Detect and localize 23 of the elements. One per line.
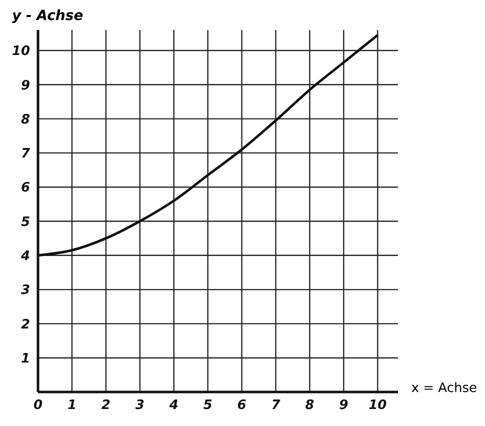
x-tick-label: 3 bbox=[135, 398, 144, 414]
y-tick-label: 4 bbox=[20, 249, 30, 264]
y-tick-label: 1 bbox=[20, 351, 30, 366]
x-tick-label: 8 bbox=[305, 398, 314, 414]
x-tick-label: 10 bbox=[368, 398, 387, 414]
y-tick-label: 2 bbox=[20, 317, 30, 332]
x-tick-label: 1 bbox=[67, 398, 76, 414]
x-tick-label: 7 bbox=[271, 398, 282, 414]
x-tick-label: 6 bbox=[237, 398, 246, 414]
y-tick-label: 10 bbox=[12, 44, 30, 60]
x-axis-title: x = Achse bbox=[411, 381, 477, 396]
y-tick-label: 8 bbox=[20, 112, 30, 128]
x-tick-label: 2 bbox=[101, 398, 110, 414]
y-axis-title: y - Achse bbox=[12, 8, 84, 24]
y-tick-label: 5 bbox=[20, 214, 30, 230]
y-tick-label: 7 bbox=[20, 146, 31, 162]
x-tick-label: 4 bbox=[168, 398, 178, 414]
y-tick-label: 6 bbox=[20, 180, 30, 196]
y-tick-label: 9 bbox=[20, 78, 30, 94]
x-tick-label: 9 bbox=[339, 398, 348, 414]
x-tick-label: 5 bbox=[203, 398, 212, 414]
y-tick-label: 3 bbox=[20, 283, 30, 298]
x-tick-label: 0 bbox=[33, 398, 43, 414]
